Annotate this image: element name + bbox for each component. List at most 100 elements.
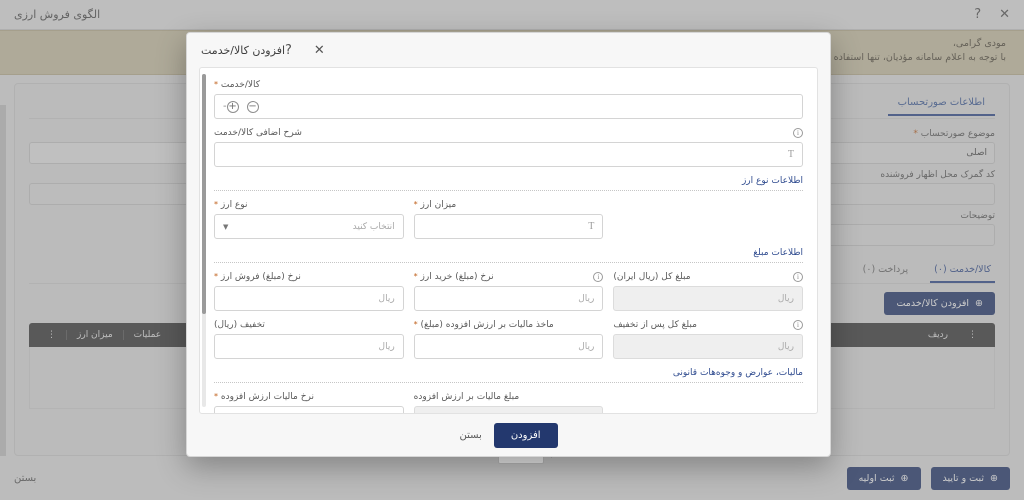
info-icon[interactable]: i: [793, 271, 803, 282]
input-placeholder: ریال: [578, 414, 594, 415]
modal-title: افزودن کالا/خدمت: [201, 43, 286, 57]
field-label: مبلغ کل (ریال ایران): [613, 271, 691, 282]
field-label: مبلغ کل پس از تخفیف: [613, 319, 697, 330]
total-after-discount-input[interactable]: ریال: [613, 334, 803, 359]
field-label: نوع ارز *: [214, 199, 248, 210]
field-head: i شرح اضافی کالا/خدمت: [214, 126, 803, 139]
field-head: i مبلغ کل پس از تخفیف: [613, 318, 803, 331]
field-label: نرخ (مبلغ) فروش ارز *: [214, 271, 301, 282]
currency-type-row: میزان ارز * T نوع ارز * انتخاب کنید ▼: [214, 198, 803, 239]
field-head: i مبلغ کل (ریال ایران): [613, 270, 803, 283]
discount-input[interactable]: ریال: [214, 334, 404, 359]
help-icon[interactable]: ?: [285, 42, 292, 58]
field-currency-type: نوع ارز * انتخاب کنید ▼: [214, 198, 404, 239]
currency-amount-input[interactable]: T: [413, 214, 604, 239]
field-total-amount-rial: i مبلغ کل (ریال ایران) ریال: [613, 270, 803, 311]
info-icon[interactable]: i: [793, 319, 803, 330]
minus-circle-icon[interactable]: −: [246, 100, 259, 113]
footer-close-label[interactable]: بستن: [14, 472, 37, 484]
modal-scrollbar[interactable]: [202, 74, 206, 407]
input-placeholder: ریال: [777, 293, 794, 304]
field-currency-buy-rate: i نرخ (مبلغ) خرید ارز * ریال: [413, 270, 604, 311]
section-title-taxes: مالیات، عوارض و وجوه‌هات قانونی: [214, 368, 803, 383]
table-menu-icon-left[interactable]: ⋮: [47, 329, 56, 340]
input-placeholder: ریال: [378, 341, 395, 352]
column-header-currency-amount: میزان ارز: [66, 329, 123, 340]
input-placeholder: ریال: [777, 341, 794, 352]
extra-description-input[interactable]: T: [214, 142, 803, 167]
select-placeholder: انتخاب کنید: [352, 221, 395, 232]
banner-line-2: با توجه به اعلام سامانه مؤدیان، تنها است…: [749, 52, 1006, 64]
field-discount: تخفیف (ریال) ریال: [214, 318, 404, 359]
tab-goods-services[interactable]: کالا/خدمت (۰): [930, 260, 995, 283]
app-footer: ⊕ ثبت و تایید ⊕ ثبت اولیه بستن: [0, 456, 1024, 500]
input-placeholder: ریال: [378, 293, 395, 304]
currency-sell-rate-input[interactable]: ریال: [214, 286, 404, 311]
help-icon[interactable]: ?: [974, 7, 982, 22]
field-head: مبلغ مالیات بر ارزش افزوده: [414, 390, 604, 403]
submit-icon: ⊕: [900, 472, 909, 484]
field-head: i نرخ (مبلغ) خرید ارز *: [414, 270, 604, 283]
field-label: کد گمرک محل اظهار فروشنده: [880, 169, 995, 180]
field-label: میزان ارز *: [413, 199, 457, 210]
banner-line-1: مودی گرامی،: [952, 38, 1006, 49]
submit-and-confirm-button[interactable]: ⊕ ثبت و تایید: [930, 466, 1010, 490]
amount-row-1: i مبلغ کل (ریال ایران) ریال i نرخ (مبلغ)…: [214, 270, 803, 311]
add-button[interactable]: افزودن: [493, 422, 558, 448]
submit-initial-button[interactable]: ⊕ ثبت اولیه: [846, 466, 921, 490]
currency-buy-rate-input[interactable]: ریال: [413, 286, 604, 311]
modal-footer: افزودن بستن: [187, 414, 830, 456]
field-label: موضوع صورتحساب *: [913, 128, 995, 139]
field-head: تخفیف (ریال): [214, 318, 404, 331]
section-title-currency-type: اطلاعات نوع ارز: [214, 176, 803, 191]
total-amount-rial-input[interactable]: ریال: [613, 286, 803, 311]
tab-payment[interactable]: پرداخت (۰): [862, 263, 909, 275]
table-menu-icon[interactable]: ⋮: [968, 329, 977, 340]
vat-amount-input[interactable]: ریال: [413, 406, 604, 415]
add-goods-service-label: افزودن کالا/خدمت: [896, 297, 970, 309]
product-service-select[interactable]: − + -: [214, 94, 803, 119]
field-head: کالا/خدمت *: [214, 78, 803, 91]
info-icon[interactable]: i: [793, 127, 803, 138]
submit-initial-label: ثبت اولیه: [858, 472, 895, 484]
field-label: تخفیف (ریال): [214, 319, 265, 330]
vat-rate-input[interactable]: %: [214, 406, 404, 414]
submit-and-confirm-label: ثبت و تایید: [942, 472, 985, 484]
submit-icon: ⊕: [990, 472, 998, 484]
close-icon[interactable]: ✕: [999, 7, 1010, 22]
input-placeholder: %: [385, 413, 395, 414]
field-head: نرخ مالیات ارزش افزوده *: [214, 390, 404, 403]
column-header-operations: عملیات: [122, 329, 171, 340]
plus-circle-icon[interactable]: +: [226, 100, 239, 113]
modal-close-label[interactable]: بستن: [459, 429, 482, 441]
vat-base-amount-input[interactable]: ریال: [413, 334, 604, 359]
add-goods-service-modal: ✕ ? افزودن کالا/خدمت کالا/خدمت * − + - i: [186, 32, 831, 457]
info-icon[interactable]: i: [593, 271, 604, 282]
input-placeholder: ریال: [578, 293, 595, 304]
field-head: نوع ارز *: [214, 198, 404, 211]
input-placeholder: T: [588, 221, 595, 232]
chevron-down-icon[interactable]: ▼: [223, 222, 229, 231]
field-label: نرخ مالیات ارزش افزوده *: [214, 391, 314, 402]
field-label: ماخذ مالیات بر ارزش افزوده (مبلغ) *: [413, 319, 554, 330]
field-product-service: کالا/خدمت * − + -: [214, 78, 803, 119]
amount-row-2: i مبلغ کل پس از تخفیف ریال ماخذ مالیات ب…: [214, 318, 803, 359]
field-spacer: [613, 198, 803, 239]
tab-invoice-info[interactable]: اطلاعات صورتحساب: [887, 94, 995, 116]
field-label: کالا/خدمت *: [214, 79, 261, 90]
scrollbar-thumb[interactable]: [202, 74, 206, 314]
field-label: توضیحات: [960, 210, 995, 221]
field-spacer: [613, 390, 803, 413]
input-placeholder: ریال: [578, 341, 595, 352]
topbar-icon-group: ✕ ?: [974, 7, 1010, 22]
add-goods-service-button[interactable]: ⊕ افزودن کالا/خدمت: [884, 291, 995, 315]
plus-circle-icon: ⊕: [975, 297, 983, 309]
product-action-icons: − +: [226, 100, 259, 113]
field-label: نرخ (مبلغ) خرید ارز *: [413, 271, 494, 282]
close-icon[interactable]: ✕: [313, 42, 325, 58]
field-vat-rate: نرخ مالیات ارزش افزوده * %: [214, 390, 404, 414]
modal-body: کالا/خدمت * − + - i شرح اضافی کالا/خدمت …: [199, 67, 818, 414]
currency-type-select[interactable]: انتخاب کنید ▼: [214, 214, 404, 239]
field-head: ماخذ مالیات بر ارزش افزوده (مبلغ) *: [414, 318, 604, 331]
left-edge-strip: [0, 104, 6, 456]
